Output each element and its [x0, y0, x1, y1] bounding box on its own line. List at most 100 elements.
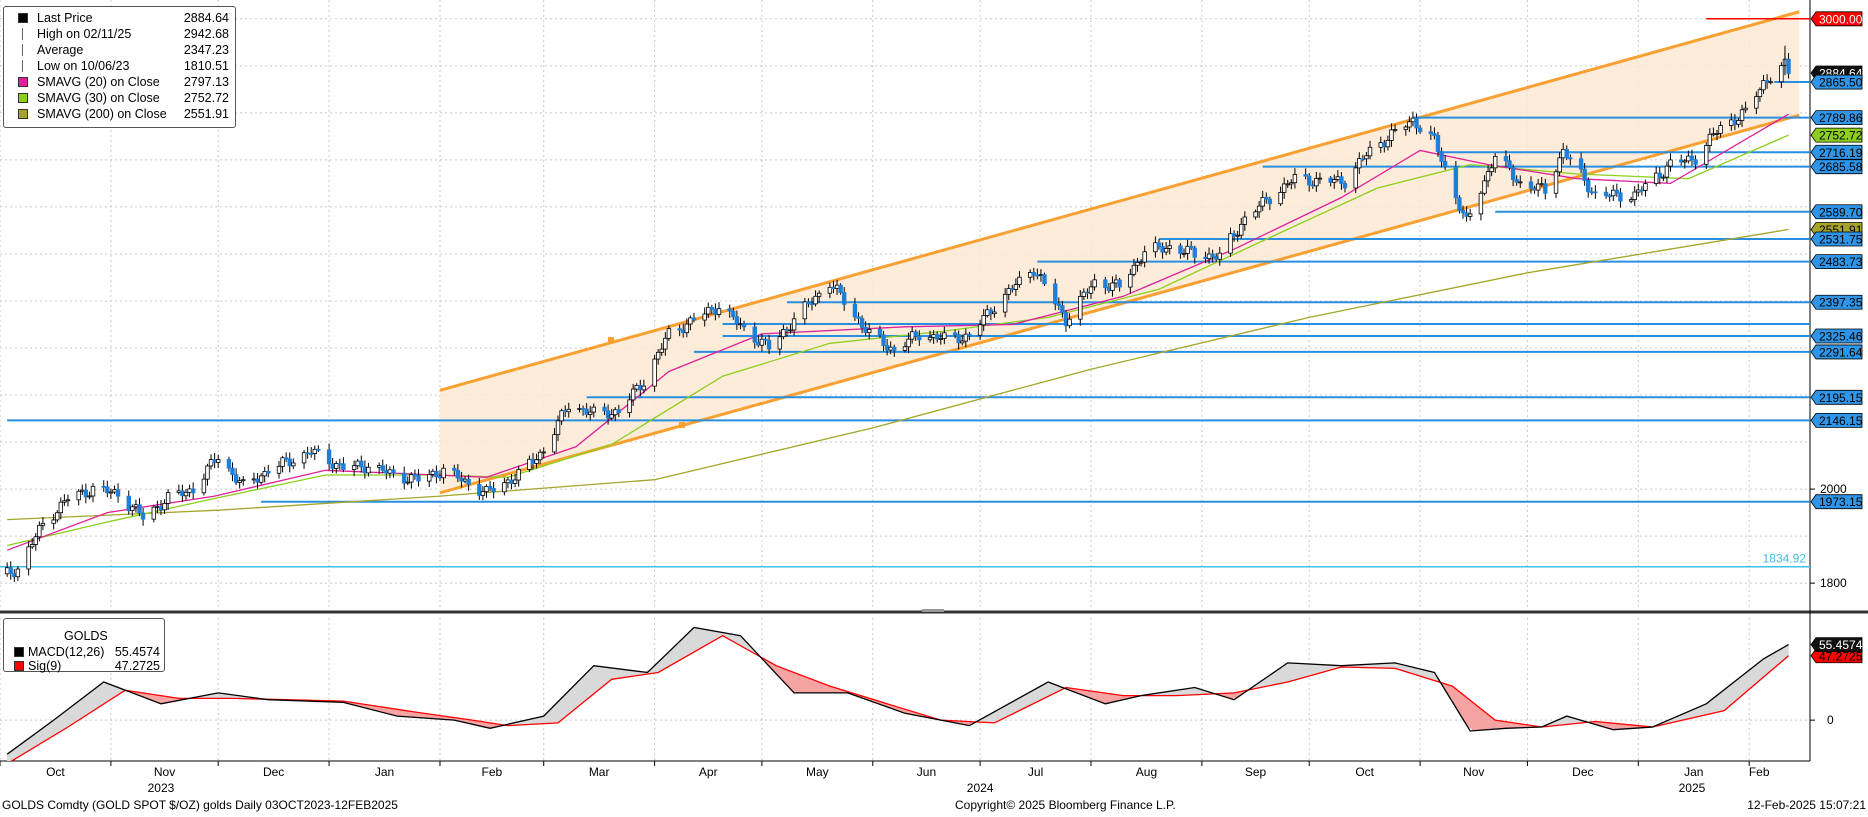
candle-body [537, 451, 543, 461]
candle-body [137, 504, 142, 514]
candle-body [1668, 159, 1673, 167]
candle-body [877, 328, 883, 336]
value-tag-sma30: 2752.72 [1810, 127, 1863, 143]
candle-body [140, 512, 146, 520]
candle-body [337, 463, 343, 465]
price-legend-value: 2752.72 [183, 91, 229, 105]
level-tag-text: 2789.86 [1819, 111, 1863, 125]
candle-body [1131, 264, 1137, 275]
price-legend-row: Low on 10/06/23 1810.51 [4, 58, 235, 74]
candle-body [1607, 195, 1612, 198]
candle-body [133, 504, 139, 508]
candle-body [459, 477, 464, 482]
candle-body [1407, 121, 1412, 128]
candle-body [1653, 172, 1659, 184]
candle-body [981, 315, 986, 326]
candle-body [402, 472, 407, 484]
candle-body [405, 481, 410, 484]
level-tag-box [1810, 204, 1863, 220]
resistance-tag-text: 3000.00 [1819, 12, 1863, 26]
candle-body [1188, 245, 1194, 249]
month-label: Jan [375, 765, 394, 779]
candle-body [627, 399, 632, 413]
level-tag-text: 2589.70 [1819, 205, 1863, 219]
candle-body [856, 316, 861, 319]
green-square-icon [18, 93, 28, 103]
candle-body [1357, 158, 1362, 169]
month-label: Aug [1136, 765, 1157, 779]
candle-body [913, 331, 918, 337]
candle-body [1006, 288, 1011, 295]
month-label: Mar [589, 765, 610, 779]
candle-body [480, 491, 486, 496]
candle-body [777, 336, 783, 350]
candle-body [355, 460, 360, 467]
candle-body [659, 348, 664, 353]
candle-body [1453, 166, 1459, 199]
candle-body [752, 326, 757, 343]
candle-body [183, 491, 189, 497]
candle-body [534, 459, 539, 464]
candle-body [688, 317, 693, 325]
candle-body [158, 506, 164, 511]
candle-body [155, 506, 160, 508]
candle-body [1553, 171, 1559, 194]
macd-histogram-fill [1101, 692, 1110, 704]
candle-body [1457, 197, 1462, 211]
candle-body [766, 339, 772, 350]
candle-body [462, 478, 468, 482]
macd-layer [6, 626, 1789, 761]
candle-body [208, 459, 214, 467]
level-tag-text: 2195.15 [1819, 391, 1863, 405]
candle-body [963, 333, 969, 342]
macd-legend-row: Sig(9) 47.2725 [4, 658, 164, 674]
candle-body [80, 489, 85, 492]
month-label: Apr [699, 765, 718, 779]
candle-body [427, 474, 432, 482]
level-tag-text: 2146.15 [1819, 414, 1863, 428]
price-legend-value: 2551.91 [183, 107, 229, 121]
magenta-square-icon [18, 77, 28, 87]
candle-body [1514, 179, 1519, 183]
candle-body [1679, 159, 1684, 163]
candle-body [1063, 312, 1069, 327]
candle-body [641, 385, 647, 391]
candle-body [1181, 252, 1187, 255]
candle-body [412, 474, 418, 477]
candle-body [709, 306, 715, 310]
candle-body [1235, 234, 1240, 237]
month-label: Nov [1463, 765, 1484, 779]
candle-body [1764, 80, 1770, 83]
low-level-label: 1834.92 [1763, 552, 1807, 566]
candle-body [1289, 182, 1294, 185]
price-legend-label: SMAVG (20) on Close [37, 75, 160, 89]
candle-body [1428, 131, 1434, 134]
macd-legend-value: 47.2725 [114, 659, 160, 673]
candle-body [580, 408, 586, 410]
sma20-line [6, 113, 1789, 551]
candle-body [734, 316, 740, 325]
candle-body [952, 332, 958, 336]
candle-body [359, 460, 364, 468]
candle-body [859, 317, 865, 328]
candle-body [706, 306, 711, 315]
candle-body [1589, 191, 1594, 194]
candle-body [942, 332, 947, 339]
candle-body [1056, 303, 1062, 306]
macd-legend-label: MACD(12,26) [28, 645, 105, 659]
candle-body [1113, 279, 1119, 284]
candle-body [237, 480, 242, 483]
candle-body [1532, 187, 1537, 191]
candle-body [26, 546, 31, 570]
candle-body [1493, 155, 1498, 169]
level-tag-box [1810, 159, 1863, 175]
candle-body [1339, 176, 1344, 184]
candle-body [1013, 284, 1019, 290]
levels-layer: 1834.92 [0, 18, 1810, 568]
candle-body [902, 346, 908, 351]
price-legend: Last Price 2884.64 High on 02/11/25 2942.68… [3, 6, 236, 128]
candles-layer [4, 45, 1791, 583]
candle-body [802, 301, 808, 320]
candle-body [1135, 261, 1140, 266]
